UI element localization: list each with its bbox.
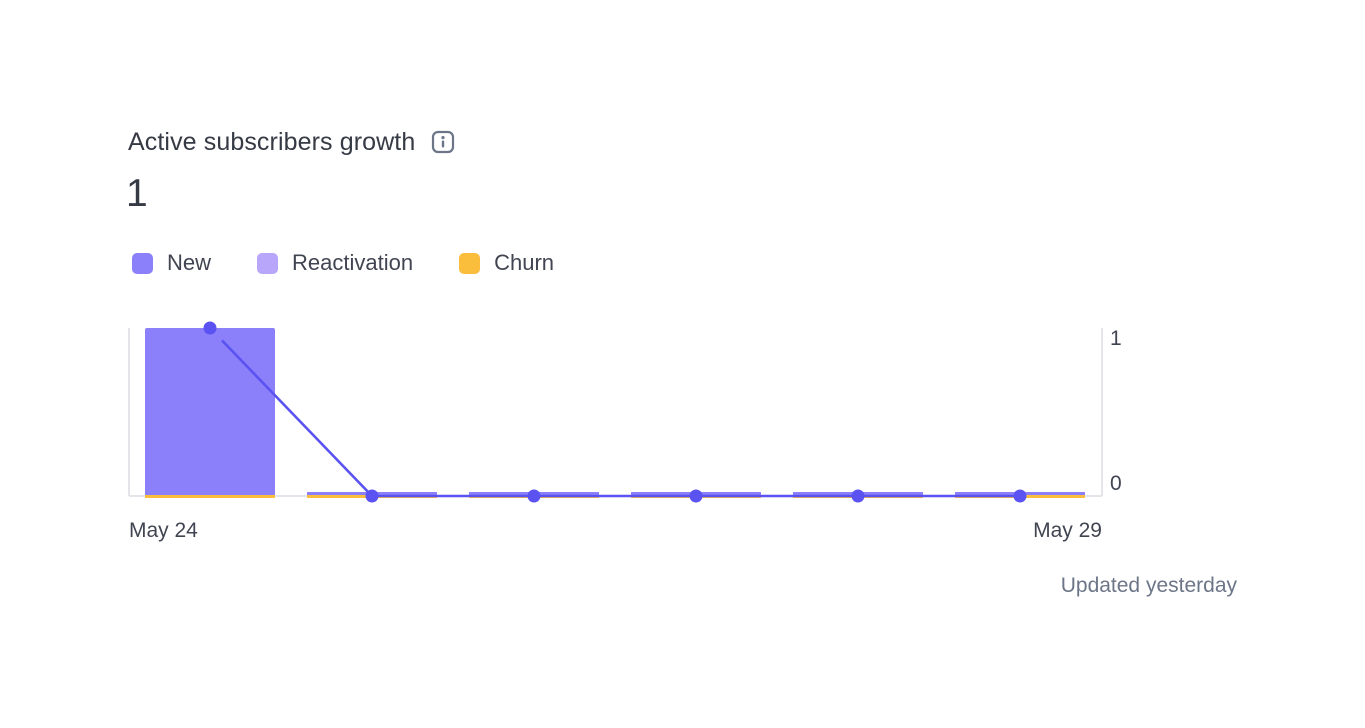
x-tick-label-start: May 24: [129, 519, 198, 542]
info-icon[interactable]: [431, 130, 455, 154]
legend-swatch-new: [132, 252, 153, 274]
updated-timestamp: Updated yesterday: [1060, 574, 1237, 597]
chart-legend: New Reactivation Churn: [132, 250, 600, 276]
bar-new: [145, 328, 275, 496]
legend-label-churn: Churn: [494, 250, 555, 275]
legend-swatch-churn: [459, 252, 481, 274]
line-point: [689, 489, 703, 503]
y-tick-label: 0: [1110, 472, 1122, 495]
legend-label-reactivation: Reactivation: [292, 250, 414, 275]
x-tick-label-end: May 29: [1033, 519, 1102, 542]
line-point: [851, 489, 865, 503]
chart-title: Active subscribers growth: [128, 127, 416, 156]
legend-item-new[interactable]: New: [132, 250, 211, 276]
line-layer: [203, 321, 1027, 503]
y-tick-label: 1: [1110, 327, 1122, 350]
legend-item-churn[interactable]: Churn: [459, 250, 554, 276]
line-point: [527, 489, 541, 503]
line-point: [203, 321, 217, 335]
labels-layer: 0 1 May 24 May 29: [129, 327, 1122, 542]
line-point: [1013, 489, 1027, 503]
bars-layer: [145, 328, 1085, 498]
metric-value: 1: [126, 172, 148, 215]
legend-label-new: New: [167, 250, 212, 275]
legend-swatch-reactivation: [257, 252, 279, 274]
line-point: [365, 489, 379, 503]
legend-item-reactivation[interactable]: Reactivation: [257, 250, 413, 276]
title-row: Active subscribers growth: [128, 126, 455, 158]
bar-churn: [145, 495, 275, 498]
subscribers-line: [221, 339, 1020, 498]
